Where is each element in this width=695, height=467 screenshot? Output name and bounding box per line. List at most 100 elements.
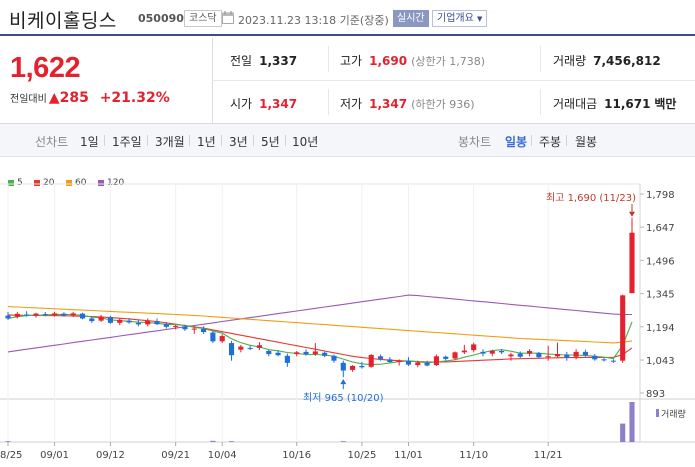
candle [331, 354, 337, 363]
legend-label: 20 [43, 178, 55, 188]
open-price: 시가 1,347 [230, 95, 297, 112]
candle-body [489, 351, 495, 354]
tab-1y[interactable]: 1년 [197, 135, 216, 149]
x-tick-label: 11/21 [534, 450, 563, 461]
candle [424, 360, 430, 367]
change-amount: 285 [59, 90, 89, 106]
company-info-dropdown[interactable]: 기업개요 ▼ [432, 10, 488, 27]
candle [536, 351, 542, 359]
candle-body [452, 352, 458, 359]
candle-body [620, 295, 626, 361]
price-summary: 1,622 전일대비 ▲285 +21.32% 전일 1,337 고가 1,690 (상… [0, 38, 695, 124]
candle [582, 349, 588, 357]
candle [79, 312, 86, 320]
candle-body [359, 365, 365, 368]
tab-daily[interactable]: 일봉 [505, 135, 528, 149]
tab-5y[interactable]: 5년 [261, 135, 280, 149]
candle [350, 365, 356, 372]
candle [61, 312, 67, 317]
candle-body [163, 324, 169, 327]
candle-body [331, 355, 337, 361]
candle [89, 316, 95, 323]
candle [471, 342, 477, 353]
candle [228, 340, 235, 361]
tab-3m[interactable]: 3개월 [155, 135, 185, 149]
x-tick-label: 10/04 [208, 450, 237, 461]
candle-body [582, 351, 588, 356]
stock-header: 비케이홀딩스 050090 코스닥 2023.11.23 13:18 기준(장중… [0, 0, 695, 36]
prev-close-value: 1,337 [259, 54, 298, 68]
tab-1d[interactable]: 1일 [80, 135, 99, 149]
candle [377, 354, 384, 361]
candle-body [415, 362, 421, 366]
candle [480, 349, 486, 357]
candle-body [433, 356, 439, 366]
candle-body [247, 347, 253, 349]
candle-body [219, 336, 225, 342]
divider [189, 135, 190, 146]
candle-body [275, 352, 281, 356]
candle [42, 311, 48, 317]
tab-1w[interactable]: 1주일 [112, 135, 142, 149]
legend-ma5: 5 [8, 178, 23, 188]
candle-body [499, 351, 505, 353]
candle-body [443, 356, 449, 359]
legend-label: 5 [17, 178, 23, 188]
candle [443, 355, 449, 361]
candle [405, 357, 412, 366]
y-tick-label: 1,798 [646, 190, 675, 201]
volume-bar [629, 402, 635, 442]
divider [540, 46, 541, 72]
divider [328, 46, 329, 72]
candle-body [42, 314, 48, 316]
chart-tabs: 선차트 1일 1주일 3개월 1년 3년 5년 10년 봉차트 일봉 주봉 월봉 [0, 124, 695, 157]
candle [461, 344, 467, 355]
volume: 거래량 7,456,812 [553, 52, 661, 69]
candle-body [284, 355, 290, 363]
down-arrow-icon [629, 211, 635, 217]
candle-body [24, 314, 30, 316]
tab-monthly[interactable]: 월봉 [575, 135, 598, 149]
candle [210, 331, 216, 344]
candle-body [601, 359, 607, 361]
candle [98, 314, 104, 322]
tab-10y[interactable]: 10년 [292, 135, 319, 149]
divider [104, 135, 105, 146]
candle [592, 354, 598, 361]
candle [247, 345, 253, 351]
tab-3y[interactable]: 3년 [229, 135, 248, 149]
candle [24, 311, 30, 317]
realtime-button[interactable]: 실시간 [393, 10, 429, 27]
candle [573, 349, 579, 360]
candle-body [228, 343, 235, 356]
low-label: 저가 [340, 97, 363, 111]
candle [312, 343, 318, 356]
candle-body [350, 365, 356, 370]
candle-body [70, 313, 76, 316]
day-high: 고가 1,690 (상한가 1,738) [340, 52, 485, 69]
x-tick-label: 08/25 [0, 450, 22, 461]
candle-body [545, 356, 551, 358]
candle-body [256, 345, 263, 348]
tab-weekly[interactable]: 주봉 [539, 135, 562, 149]
candle-body [135, 322, 141, 325]
divider [328, 89, 329, 115]
calendar-icon [222, 11, 234, 24]
candle [368, 354, 374, 368]
volume-label: 거래량 [661, 408, 686, 420]
divider [221, 135, 222, 146]
up-arrow-icon [340, 379, 347, 385]
volume-label: 거래량 [553, 54, 587, 68]
candle-body [377, 356, 384, 359]
divider [285, 135, 286, 146]
candle-body [98, 316, 104, 321]
lower-limit: (하한가 936) [411, 98, 475, 111]
candle-body [117, 319, 123, 323]
candle-body [266, 351, 272, 355]
candle-body [126, 320, 132, 323]
candlestick-chart[interactable]: 1,798 1,647 1,496 1,345 1,194 1,043 893 08/25 09… [0, 180, 695, 467]
candle [620, 294, 626, 363]
candle [145, 318, 151, 327]
divider [531, 135, 532, 146]
x-tick-label: 09/21 [161, 450, 190, 461]
